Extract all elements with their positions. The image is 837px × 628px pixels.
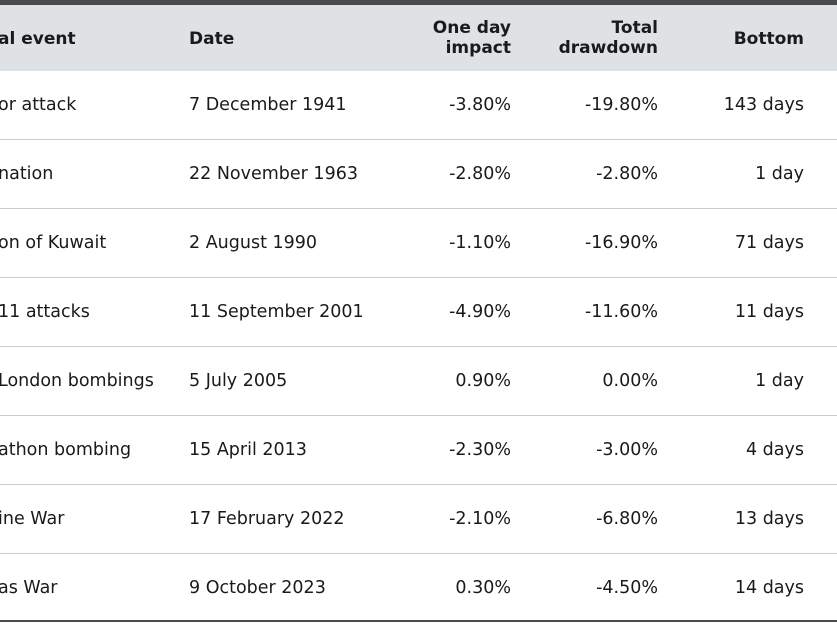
cell-bottom: 11 days [734, 302, 804, 322]
table-row: on of Kuwait 2 August 1990 -1.10% -16.90% 71… [0, 209, 837, 278]
cell-event: nation [0, 164, 54, 184]
cell-total-drawdown: 0.00% [602, 371, 658, 391]
table-bottom-rule [0, 620, 837, 622]
cell-total-drawdown: -19.80% [584, 95, 658, 115]
cell-event: as War [0, 578, 58, 598]
cell-bottom: 71 days [734, 233, 804, 253]
cell-date: 22 November 1963 [189, 164, 358, 184]
cell-bottom: 13 days [734, 509, 804, 529]
cell-event: athon bombing [0, 440, 132, 460]
cell-event: 11 attacks [0, 302, 90, 322]
row-separator [0, 553, 837, 554]
cell-total-drawdown: -16.90% [584, 233, 658, 253]
table-row: or attack 7 December 1941 -3.80% -19.80% 143… [0, 71, 837, 140]
cell-date: 5 July 2005 [189, 371, 288, 391]
cell-date: 11 September 2001 [189, 302, 364, 322]
cell-one-day-impact: -4.90% [449, 302, 511, 322]
header-date: Date [189, 29, 235, 49]
cell-one-day-impact: -2.10% [449, 509, 511, 529]
header-total-drawdown-line1: Total [611, 18, 658, 38]
cell-total-drawdown: -2.80% [596, 164, 658, 184]
table-row: athon bombing 15 April 2013 -2.30% -3.00% 4 … [0, 416, 837, 485]
cell-event: on of Kuwait [0, 233, 107, 253]
cell-total-drawdown: -4.50% [596, 578, 658, 598]
table-row: London bombings 5 July 2005 0.90% 0.00% 1 da… [0, 347, 837, 416]
row-separator [0, 139, 837, 140]
table-header-row: al event Date One day impact Total drawd… [0, 5, 837, 71]
cell-one-day-impact: 0.90% [455, 371, 511, 391]
header-total-drawdown: Total drawdown [559, 18, 658, 58]
cell-total-drawdown: -11.60% [584, 302, 658, 322]
cell-bottom: 143 days [723, 95, 804, 115]
cell-bottom: 1 day [755, 164, 804, 184]
cell-date: 17 February 2022 [189, 509, 345, 529]
cell-date: 2 August 1990 [189, 233, 318, 253]
row-separator [0, 415, 837, 416]
header-one-day-impact-line1: One day [432, 18, 511, 38]
cell-one-day-impact: -2.30% [449, 440, 511, 460]
header-one-day-impact-line2: impact [445, 38, 511, 58]
cell-one-day-impact: -2.80% [449, 164, 511, 184]
cell-one-day-impact: 0.30% [455, 578, 511, 598]
row-separator [0, 484, 837, 485]
cell-date: 9 October 2023 [189, 578, 326, 598]
cell-bottom: 4 days [745, 440, 804, 460]
row-separator [0, 208, 837, 209]
cell-event: London bombings [0, 371, 154, 391]
cell-bottom: 1 day [755, 371, 804, 391]
cell-date: 15 April 2013 [189, 440, 307, 460]
table-row: as War 9 October 2023 0.30% -4.50% 14 days [0, 554, 837, 623]
cell-total-drawdown: -6.80% [596, 509, 658, 529]
cell-date: 7 December 1941 [189, 95, 347, 115]
cell-one-day-impact: -3.80% [449, 95, 511, 115]
header-bottom: Bottom [733, 29, 804, 49]
cell-event: or attack [0, 95, 77, 115]
header-total-drawdown-line2: drawdown [558, 38, 658, 58]
cell-bottom: 14 days [734, 578, 804, 598]
cell-event: ine War [0, 509, 65, 529]
table-row: nation 22 November 1963 -2.80% -2.80% 1 day [0, 140, 837, 209]
row-separator [0, 277, 837, 278]
header-event: al event [0, 29, 76, 49]
table-row: ine War 17 February 2022 -2.10% -6.80% 13 da… [0, 485, 837, 554]
cell-total-drawdown: -3.00% [596, 440, 658, 460]
table-top-rule [0, 0, 837, 5]
row-separator [0, 346, 837, 347]
cell-one-day-impact: -1.10% [449, 233, 511, 253]
table-row: 11 attacks 11 September 2001 -4.90% -11.60%… [0, 278, 837, 347]
header-one-day-impact: One day impact [433, 18, 511, 58]
